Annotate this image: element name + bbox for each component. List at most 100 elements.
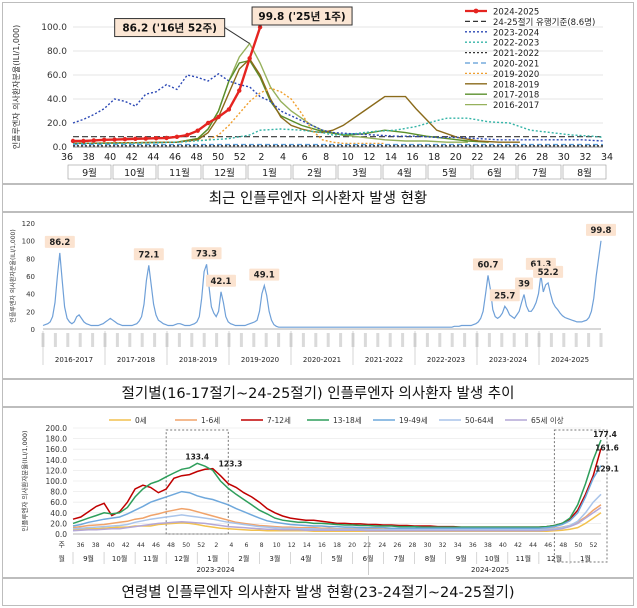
x-week-tick: 26: [393, 542, 401, 549]
peak-label-bg: [489, 289, 520, 302]
x-week-tick: [202, 333, 206, 347]
legend-label: 2023-2024: [493, 28, 539, 38]
x-week-tick: [140, 333, 144, 347]
x-week-tick: [277, 333, 281, 347]
y-axis-label: 인플루엔자 의사환자분율(ILI/1,000): [9, 229, 17, 322]
season-label: 2024-2025: [471, 566, 509, 574]
annotation-box: [114, 18, 226, 38]
x-week-tick: 12: [288, 542, 296, 549]
data-point: [133, 136, 138, 142]
x-week-tick: 20: [348, 542, 356, 549]
data-point: [143, 136, 148, 141]
x-week-tick: 36: [469, 542, 477, 549]
peak-label: 25.7: [494, 291, 515, 301]
x-month-tick: 10월: [485, 554, 500, 563]
y-tick-label: 0: [31, 326, 35, 334]
data-point: [122, 137, 128, 142]
x-week-tick: [487, 333, 491, 347]
season-label: 2019-2020: [241, 356, 279, 364]
series-line-ili: [42, 240, 602, 328]
x-week-tick: 4: [280, 152, 286, 163]
chart-panel-age: 0.0 20.0 40.0 60.0 80.0 100.0 120.0 140.0 160.0 1…: [2, 407, 634, 578]
peak-label: 39: [518, 280, 530, 290]
y-tick-label: 40: [26, 291, 35, 299]
x-week-tick: 28: [408, 542, 416, 549]
x-week-tick: 28: [536, 152, 548, 163]
x-week-tick: 18: [428, 152, 440, 163]
x-week-tick: 48: [167, 542, 175, 549]
x-week-tick: 48: [559, 542, 567, 549]
x-month-tick: 11월: [143, 554, 158, 563]
x-week-tick: [177, 333, 181, 347]
x-week-tick: 42: [514, 542, 522, 549]
season-label: 2020-2021: [303, 356, 341, 364]
data-point: [164, 135, 169, 141]
legend-marker: [473, 8, 479, 14]
y-tick-label: 120: [22, 220, 35, 228]
month-cell: [472, 164, 517, 180]
legend-label: 7-12세: [267, 416, 291, 425]
x-week-tick: [549, 333, 553, 347]
x-week-tick: [78, 333, 82, 347]
x-week-tick: [301, 333, 305, 347]
y-tick-label: 160.0: [46, 445, 68, 454]
x-month-tick: 4월: [300, 554, 311, 563]
legend-label: 2017-2018: [493, 91, 539, 101]
x-month-tick: 1월: [580, 554, 591, 563]
peak-label-bg: [586, 223, 616, 236]
x-week-tick: [525, 333, 529, 347]
annotation-value: 129.1: [595, 465, 619, 474]
series-line-65세 이상: [72, 506, 602, 532]
peak-label: 42.1: [210, 277, 231, 287]
season-label: 2023-2024: [489, 356, 528, 364]
legend-label: 2016-2017: [493, 101, 539, 111]
x-week-tick: 8: [260, 542, 264, 549]
x-week-tick: 10: [342, 152, 354, 163]
x-week-tick: 16: [407, 152, 419, 163]
peak-label-bg: [515, 277, 534, 290]
legend-label: 19-49세: [399, 416, 428, 425]
legend-label: 2024-2025: [493, 8, 539, 18]
seasonal-ili-chart: 0 20 40 60 80 100 120 인플루엔자 의사환자분율(ILI/1,000) 20…: [9, 220, 616, 365]
y-tick-label: 100.0: [46, 477, 68, 486]
age-group-ili-chart: 0.020.040.060.080.0100.0120.0140.0160.01…: [20, 415, 619, 575]
x-week-tick: 24: [378, 542, 386, 549]
x-week-tick: 26: [515, 152, 527, 163]
month-cell: [382, 164, 427, 180]
y-tick-label: 200.0: [46, 424, 68, 433]
peak-label: 60.7: [477, 260, 498, 270]
x-month-tick: 12월: [214, 167, 235, 179]
legend-label: 65세 이상: [531, 415, 564, 425]
x-week-tick: [264, 333, 268, 347]
x-week-tick: 6: [245, 542, 249, 549]
x-week-tick: 30: [424, 542, 432, 549]
x-month-tick: 10월: [112, 554, 127, 563]
x-week-tick: 12: [363, 152, 375, 163]
peak-label-bg: [533, 265, 564, 278]
month-cell: [247, 164, 292, 180]
x-month-tick: 3월: [269, 554, 280, 563]
annotation-value: 133.4: [185, 452, 209, 461]
y-tick-label: 60.0: [47, 71, 67, 81]
x-week-tick: 22: [363, 542, 371, 549]
annotation-peak-2025: 99.8 ('25년 1주): [258, 10, 345, 23]
x-week-tick: [401, 333, 405, 347]
season-label: 2022-2023: [427, 356, 465, 364]
x-week-tick: 52: [234, 152, 246, 163]
x-week-tick: 50: [212, 152, 224, 163]
x-week-tick: 14: [385, 152, 397, 163]
x-week-tick: 48: [191, 152, 203, 163]
x-month-tick: 9월: [456, 554, 467, 563]
recent-ili-chart: 0.0 20.0 40.0 60.0 80.0 100.0 인플루엔자 의사환자분율(ILI…: [11, 6, 613, 180]
data-point: [226, 107, 232, 112]
peak-label: 86.2: [49, 238, 70, 248]
x-week-tick: 34: [601, 152, 613, 163]
x-week-tick: 44: [147, 152, 159, 163]
season-label: 2018-2019: [179, 356, 217, 364]
data-point: [81, 138, 86, 144]
y-tick-label: 60: [26, 273, 35, 281]
legend-label: 2018-2019: [493, 80, 539, 90]
data-point: [174, 134, 180, 139]
x-week-tick: [500, 333, 504, 347]
x-week-tick: 44: [529, 542, 537, 549]
